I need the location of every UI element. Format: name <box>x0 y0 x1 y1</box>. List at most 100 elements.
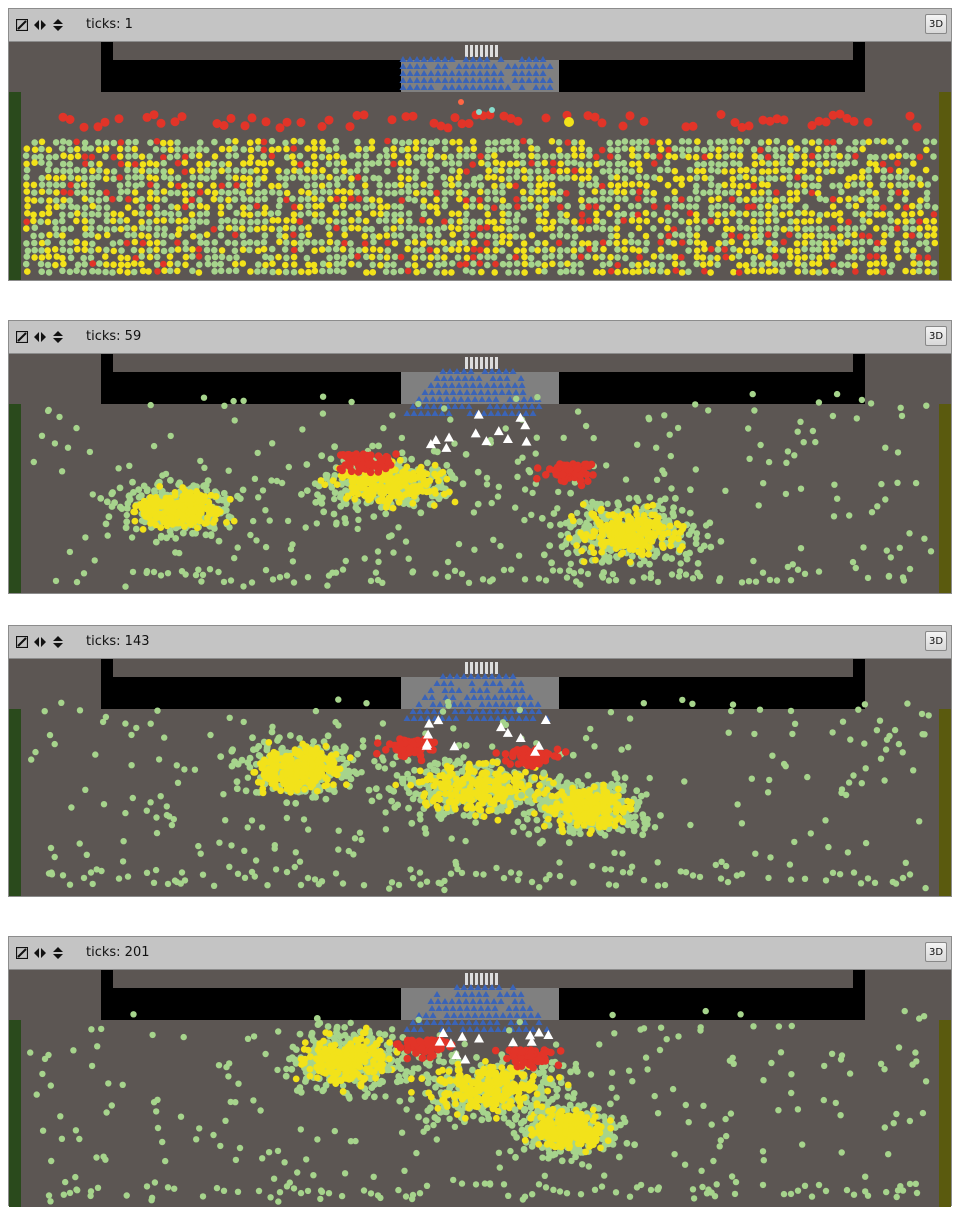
bystander-agent <box>906 871 914 878</box>
protester-agent <box>319 145 326 152</box>
bystander-agent <box>385 533 393 540</box>
protester-agent <box>368 145 376 152</box>
rioter-agent <box>297 161 304 168</box>
bystander-agent <box>254 189 262 197</box>
bystander-agent <box>239 232 247 239</box>
bystander-agent <box>395 524 402 531</box>
protester-agent <box>420 181 428 188</box>
bystander-agent <box>167 476 174 484</box>
step-arrows-icon[interactable] <box>33 329 47 345</box>
police-agent <box>496 680 504 686</box>
left-exit <box>9 92 21 280</box>
edit-icon[interactable] <box>15 17 29 33</box>
bystander-agent <box>247 531 254 539</box>
bystander-agent <box>163 534 171 542</box>
bystander-agent <box>521 516 528 524</box>
rioter-agent <box>908 232 916 239</box>
world-canvas[interactable] <box>9 659 951 896</box>
protester-agent <box>765 239 773 247</box>
bystander-agent <box>89 491 97 498</box>
bystander-agent <box>448 189 455 196</box>
bystander-agent <box>160 247 168 255</box>
protester-agent <box>146 160 154 167</box>
bystander-agent <box>174 260 181 268</box>
bystander-agent <box>228 762 236 770</box>
bystander-agent <box>685 146 693 154</box>
protester-agent <box>146 253 154 261</box>
bystander-agent <box>398 434 406 442</box>
protester-agent <box>456 189 463 196</box>
protester-agent <box>426 203 434 210</box>
bystander-agent <box>166 813 173 820</box>
police-agent <box>518 77 526 83</box>
bystander-agent <box>147 139 154 146</box>
police-agent <box>529 715 537 721</box>
rioter-agent <box>858 232 866 239</box>
protester-agent <box>924 232 931 239</box>
rioter-agent <box>282 117 292 127</box>
bystander-agent <box>829 253 836 261</box>
protester-agent <box>771 267 779 274</box>
protester-agent <box>751 232 759 240</box>
bystander-agent <box>296 735 303 742</box>
view-3d-button[interactable]: 3D <box>925 631 947 651</box>
protester-agent <box>131 189 139 196</box>
bystander-agent <box>196 233 204 240</box>
protester-agent <box>671 153 679 161</box>
rioter-agent <box>469 231 477 239</box>
bystander-agent <box>573 509 581 517</box>
step-arrows-icon[interactable] <box>33 17 47 33</box>
bystander-agent <box>41 708 48 715</box>
rioter-agent <box>829 195 837 203</box>
gate-icon <box>465 662 498 674</box>
bystander-agent <box>153 182 160 190</box>
step-arrows-icon[interactable] <box>33 634 47 650</box>
protester-agent <box>535 204 542 211</box>
rioter-agent <box>828 110 838 120</box>
speed-arrows-icon[interactable] <box>51 634 65 650</box>
speed-arrows-icon[interactable] <box>51 329 65 345</box>
bystander-agent <box>333 175 341 183</box>
bystander-agent <box>206 566 214 573</box>
view-3d-button[interactable]: 3D <box>925 326 947 346</box>
bystander-agent <box>334 239 341 247</box>
bystander-agent <box>182 146 189 154</box>
protester-agent <box>677 528 684 536</box>
bystander-agent <box>138 203 146 210</box>
protester-agent <box>707 269 714 276</box>
protester-agent <box>116 153 124 160</box>
bystander-agent <box>831 267 838 275</box>
protester-agent <box>343 472 350 479</box>
rioter-agent <box>170 117 180 127</box>
world-canvas[interactable] <box>9 354 951 593</box>
edit-icon[interactable] <box>15 329 29 345</box>
police-agent <box>448 77 456 83</box>
bystander-agent <box>81 261 88 268</box>
protester-agent <box>283 145 290 153</box>
protester-agent <box>377 210 385 218</box>
bystander-agent <box>391 181 399 189</box>
bystander-agent <box>614 146 621 154</box>
rioter-agent <box>450 113 460 123</box>
protester-agent <box>182 261 189 269</box>
speed-arrows-icon[interactable] <box>51 17 65 33</box>
rioter-agent <box>657 239 664 246</box>
protester-agent <box>600 543 607 550</box>
protester-agent <box>415 467 423 475</box>
bystander-agent <box>441 138 449 146</box>
view-3d-button[interactable]: 3D <box>925 14 947 34</box>
bystander-agent <box>210 173 217 181</box>
bystander-agent <box>722 239 729 247</box>
bystander-agent <box>930 268 938 276</box>
bystander-agent <box>153 231 160 239</box>
bystander-agent <box>499 138 507 146</box>
protester-agent <box>369 246 377 253</box>
police-agent <box>518 687 526 693</box>
bystander-agent <box>122 583 129 590</box>
bystander-agent <box>795 232 802 239</box>
world-canvas[interactable] <box>9 42 951 280</box>
edit-icon[interactable] <box>15 634 29 650</box>
bystander-agent <box>704 532 711 540</box>
bystander-agent <box>146 247 153 254</box>
rioter-agent <box>807 121 817 130</box>
